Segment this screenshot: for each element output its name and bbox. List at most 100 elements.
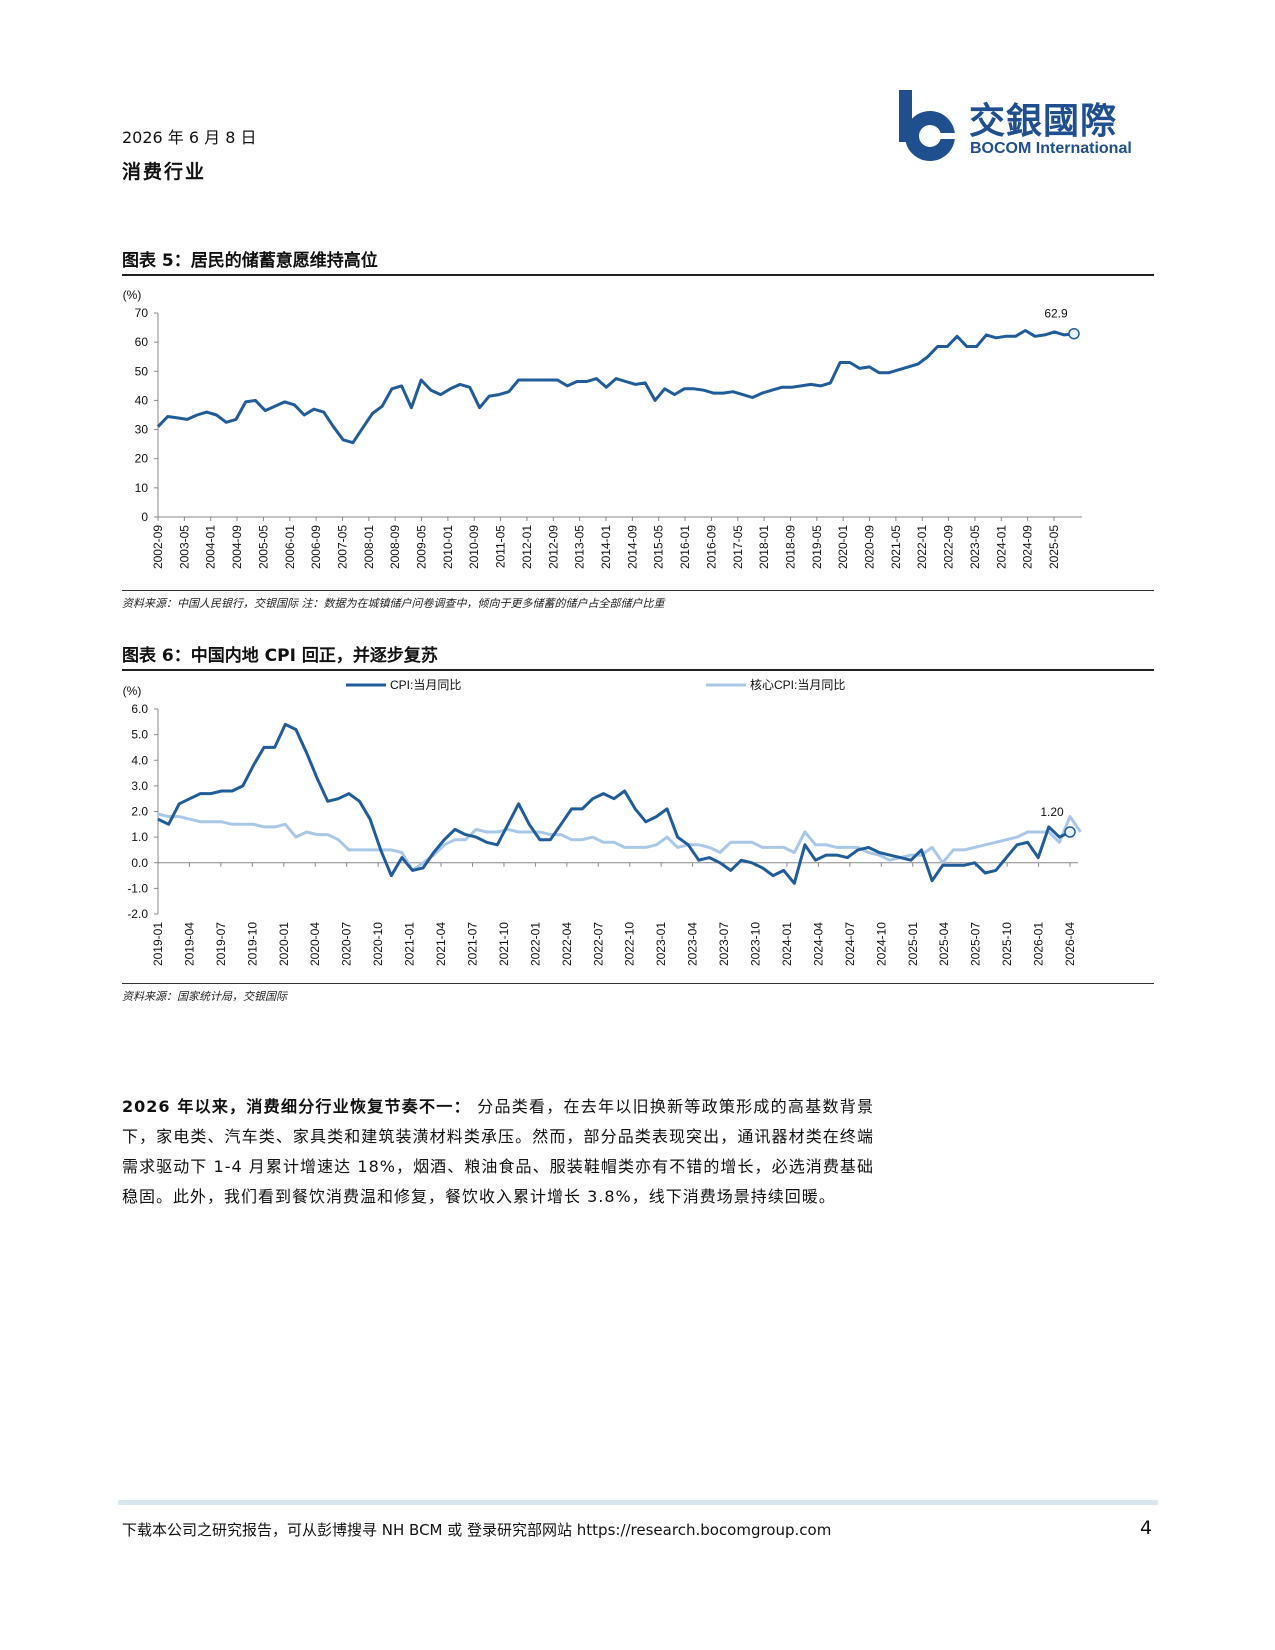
y-tick-label: 2.0 xyxy=(131,805,148,819)
x-tick-label: 2024-04 xyxy=(811,922,825,966)
x-tick-label: 2002-09 xyxy=(151,525,165,569)
x-tick-label: 2022-10 xyxy=(623,922,637,966)
x-tick-label: 2023-07 xyxy=(717,922,731,966)
x-tick-label: 2020-04 xyxy=(308,922,322,966)
x-tick-label: 2021-05 xyxy=(889,525,903,569)
x-tick-label: 2022-01 xyxy=(528,922,542,966)
sector-title: 消费行业 xyxy=(122,161,207,183)
x-tick-label: 2020-01 xyxy=(277,922,291,966)
x-tick-label: 2025-10 xyxy=(1000,922,1014,966)
y-tick-label: 4.0 xyxy=(131,753,148,767)
x-tick-label: 2010-09 xyxy=(467,525,481,569)
x-tick-label: 2019-10 xyxy=(245,922,259,966)
x-tick-label: 2026-01 xyxy=(1032,922,1046,966)
y-tick-label: 0 xyxy=(141,510,148,524)
x-tick-label: 2020-09 xyxy=(863,525,877,569)
x-tick-label: 2010-01 xyxy=(441,525,455,569)
x-tick-label: 2014-01 xyxy=(599,525,613,569)
x-tick-label: 2024-01 xyxy=(994,525,1008,569)
x-tick-label: 2024-01 xyxy=(780,922,794,966)
x-tick-label: 2012-01 xyxy=(520,525,534,569)
y-tick-label: 3.0 xyxy=(131,779,148,793)
figure6-top-rule xyxy=(122,669,1154,671)
x-tick-label: 2004-09 xyxy=(230,525,244,569)
x-tick-label: 2025-01 xyxy=(906,922,920,966)
y-tick-label: 0.0 xyxy=(131,856,148,870)
x-tick-label: 2023-04 xyxy=(686,922,700,966)
logo-chinese-name: 交銀國際 xyxy=(969,100,1118,142)
y-tick-label: 5.0 xyxy=(131,728,148,742)
y-axis-unit-label: (%) xyxy=(123,288,142,302)
y-tick-label: 30 xyxy=(135,423,149,437)
x-tick-label: 2022-04 xyxy=(560,922,574,966)
figure5-title: 图表 5：居民的储蓄意愿维持高位 xyxy=(122,251,378,271)
body-paragraph: 2026 年以来，消费细分行业恢复节奏不一： 分品类看，在去年以旧换新等政策形成… xyxy=(122,1092,874,1212)
x-tick-label: 2003-05 xyxy=(177,525,191,569)
legend-label: 核心CPI:当月同比 xyxy=(750,678,845,692)
y-tick-label: -2.0 xyxy=(127,907,148,921)
footer-bar xyxy=(118,1500,1158,1505)
x-tick-label: 2024-07 xyxy=(843,922,857,966)
y-tick-label: 40 xyxy=(135,393,149,407)
x-tick-label: 2021-01 xyxy=(403,922,417,966)
x-tick-label: 2019-01 xyxy=(151,922,165,966)
footer-text: 下载本公司之研究报告，可从彭博搜寻 NH BCM 或 登录研究部网站 https… xyxy=(122,1521,832,1539)
x-tick-label: 2021-04 xyxy=(434,922,448,966)
x-tick-label: 2009-05 xyxy=(415,525,429,569)
series-line-secondary xyxy=(157,812,1082,872)
x-tick-label: 2012-09 xyxy=(546,525,560,569)
x-tick-label: 2021-07 xyxy=(465,922,479,966)
end-point-marker xyxy=(1068,327,1080,340)
x-tick-label: 2014-09 xyxy=(625,525,639,569)
x-tick-label: 2008-09 xyxy=(388,525,402,569)
y-tick-label: 20 xyxy=(135,452,149,466)
x-tick-label: 2018-01 xyxy=(757,525,771,569)
x-tick-label: 2020-07 xyxy=(340,922,354,966)
cpi-chart: (%) -2.0 -1.0 0.0 1.0 2.0 3.0 4.0 5.0 6.0 2019-01 2… xyxy=(123,678,1082,966)
report-date: 2026 年 6 月 8 日 xyxy=(122,128,257,147)
body-lead: 2026 年以来，消费细分行业恢复节奏不一： xyxy=(122,1097,471,1116)
x-tick-label: 2004-01 xyxy=(204,525,218,569)
y-tick-label: 1.0 xyxy=(131,830,148,844)
x-tick-label: 2022-09 xyxy=(942,525,956,569)
x-tick-label: 2008-01 xyxy=(362,525,376,569)
y-tick-label: 60 xyxy=(135,335,149,349)
x-tick-label: 2020-01 xyxy=(836,525,850,569)
x-tick-label: 2007-05 xyxy=(335,525,349,569)
x-tick-label: 2013-05 xyxy=(573,525,587,569)
x-tick-label: 2023-01 xyxy=(654,922,668,966)
figure6-bottom-rule xyxy=(122,983,1154,984)
x-tick-label: 2025-05 xyxy=(1047,525,1061,569)
y-tick-label: 6.0 xyxy=(131,702,148,716)
x-tick-label: 2021-10 xyxy=(497,922,511,966)
x-tick-label: 2011-05 xyxy=(494,525,508,568)
end-point-marker xyxy=(1064,826,1076,838)
x-tick-label: 2023-05 xyxy=(968,525,982,569)
y-tick-label: 70 xyxy=(135,306,149,320)
x-tick-label: 2022-01 xyxy=(915,525,929,569)
x-tick-label: 2020-10 xyxy=(371,922,385,966)
bocom-emblem-icon xyxy=(899,90,959,161)
series-line-primary xyxy=(157,722,1071,885)
x-tick-label: 2006-01 xyxy=(283,525,297,569)
bocom-logo: 交銀國際 BOCOM International xyxy=(893,90,1213,170)
figure5-source: 资料来源：中国人民银行，交银国际 注：数据为在城镇储户问卷调查中，倾向于更多储蓄… xyxy=(122,597,665,610)
x-tick-label: 2005-05 xyxy=(256,525,270,569)
series-line-primary xyxy=(156,329,1075,445)
page-number: 4 xyxy=(1140,1517,1153,1539)
x-tick-label: 2019-04 xyxy=(182,922,196,966)
x-tick-label: 2018-09 xyxy=(783,525,797,569)
body-text: 分品类看，在去年以旧换新等政策形成的高基数背景下，家电类、汽车类、家具类和建筑装… xyxy=(122,1097,874,1206)
end-value-label: 62.9 xyxy=(1044,307,1068,321)
x-tick-label: 2024-09 xyxy=(1021,525,1035,569)
x-tick-label: 2016-01 xyxy=(678,525,692,569)
end-value-label: 1.20 xyxy=(1040,805,1064,819)
logo-english-name: BOCOM International xyxy=(970,140,1132,157)
x-tick-label: 2023-10 xyxy=(749,922,763,966)
x-tick-label: 2016-09 xyxy=(704,525,718,569)
legend-label: CPI:当月同比 xyxy=(390,678,461,692)
x-tick-label: 2019-07 xyxy=(214,922,228,966)
x-tick-label: 2025-07 xyxy=(969,922,983,966)
x-tick-label: 2017-05 xyxy=(731,525,745,569)
y-axis-unit-label: (%) xyxy=(123,684,142,698)
